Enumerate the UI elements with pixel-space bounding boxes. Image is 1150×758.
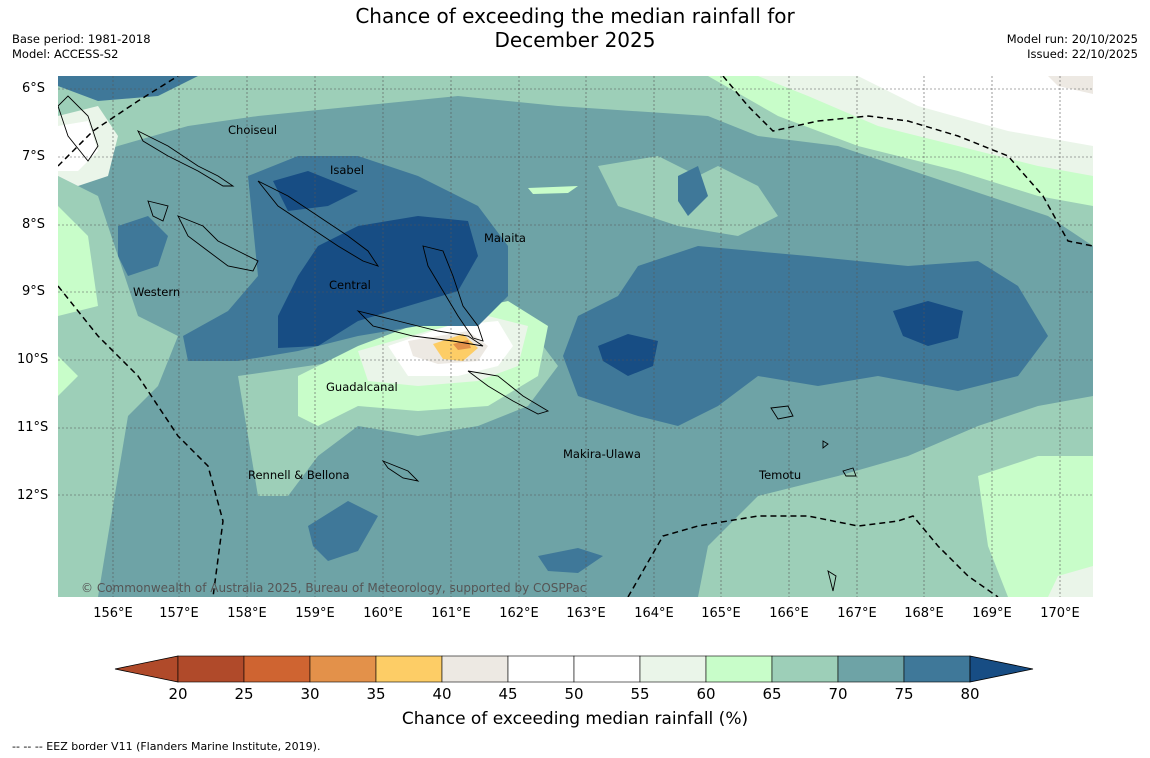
- colorbar-cells: [114, 655, 1034, 683]
- coastlines: [58, 95, 857, 592]
- colorbar-cell: [639, 655, 707, 683]
- region-label-western: Western: [133, 285, 180, 299]
- region-label-isabel: Isabel: [330, 163, 364, 177]
- colorbar-tick-label: 35: [366, 685, 386, 703]
- band-75-80: [58, 76, 1048, 573]
- colorbar-cell: [441, 655, 509, 683]
- region-label-malaita: Malaita: [484, 231, 526, 245]
- colorbar-tick-label: 75: [894, 685, 914, 703]
- colorbar-tick-label: 45: [498, 685, 518, 703]
- colorbar-tick-label: 60: [696, 685, 716, 703]
- lon-label-160e: 160°E: [363, 606, 403, 621]
- colorbar-tick-label: 80: [960, 685, 980, 703]
- lon-label-168e: 168°E: [904, 606, 944, 621]
- colorbar-tick-label: 65: [762, 685, 782, 703]
- eez-footnote: -- -- -- EEZ border V11 (Flanders Marine…: [12, 740, 321, 753]
- lat-label-6s: 6°S: [22, 81, 46, 96]
- region-label-guadalcanal: Guadalcanal: [326, 380, 398, 394]
- colorbar-cell: [771, 655, 839, 683]
- region-label-choiseul: Choiseul: [228, 123, 277, 137]
- colorbar-cell: [243, 655, 311, 683]
- colorbar-cell: [177, 655, 245, 683]
- region-label-makira-ulawa: Makira-Ulawa: [563, 447, 641, 461]
- meta-right: Model run: 20/10/2025 Issued: 22/10/2025: [1007, 32, 1138, 62]
- model-name: Model: ACCESS-S2: [12, 47, 119, 61]
- lon-label-169e: 169°E: [972, 606, 1012, 621]
- colorbar-cell: [309, 655, 377, 683]
- colorbar-cell: [375, 655, 443, 683]
- lon-label-161e: 161°E: [431, 606, 471, 621]
- issued-date: Issued: 22/10/2025: [1027, 47, 1138, 61]
- lat-label-10s: 10°S: [17, 352, 49, 367]
- region-label-central: Central: [329, 278, 371, 292]
- colorbar-tick-label: 20: [168, 685, 188, 703]
- lon-label-162e: 162°E: [499, 606, 539, 621]
- colorbar-tick-label: 55: [630, 685, 650, 703]
- colorbar-cell: [903, 655, 971, 683]
- lon-label-164e: 164°E: [634, 606, 674, 621]
- band-30-35: [453, 340, 471, 350]
- lon-label-157e: 157°E: [159, 606, 199, 621]
- lat-label-11s: 11°S: [17, 420, 49, 435]
- copyright-notice: © Commonwealth of Australia 2025, Bureau…: [81, 581, 586, 595]
- lon-label-156e: 156°E: [93, 606, 133, 621]
- lat-label-9s: 9°S: [22, 284, 46, 299]
- region-label-temotu: Temotu: [758, 468, 801, 482]
- lon-label-158e: 158°E: [227, 606, 267, 621]
- band-above-80: [273, 171, 963, 376]
- rainfall-map[interactable]: Choiseul Isabel Malaita Western Central …: [58, 76, 1093, 597]
- colorbar-extend-high: [969, 655, 1034, 683]
- lon-label-167e: 167°E: [837, 606, 877, 621]
- lat-label-8s: 8°S: [22, 217, 46, 232]
- graticule: [58, 76, 1093, 597]
- colorbar-tick-label: 40: [432, 685, 452, 703]
- meta-left: Base period: 1981-2018 Model: ACCESS-S2: [12, 32, 151, 62]
- lon-label-159e: 159°E: [295, 606, 335, 621]
- colorbar-tick-label: 25: [234, 685, 254, 703]
- lat-label-12s: 12°S: [17, 488, 49, 503]
- colorbar-tick-label: 50: [564, 685, 584, 703]
- colorbar: [114, 655, 1034, 683]
- lon-label-166e: 166°E: [769, 606, 809, 621]
- map-title: Chance of exceeding the median rainfall …: [0, 4, 1150, 52]
- model-run: Model run: 20/10/2025: [1006, 32, 1138, 46]
- lon-label-165e: 165°E: [701, 606, 741, 621]
- colorbar-tick-label: 70: [828, 685, 848, 703]
- colorbar-tick-label: 30: [300, 685, 320, 703]
- colorbar-cell: [573, 655, 641, 683]
- lon-label-170e: 170°E: [1040, 606, 1080, 621]
- lat-label-7s: 7°S: [22, 149, 46, 164]
- colorbar-cell: [507, 655, 575, 683]
- colorbar-cell: [837, 655, 905, 683]
- colorbar-title: Chance of exceeding median rainfall (%): [401, 709, 749, 729]
- title-line-1: Chance of exceeding the median rainfall …: [355, 4, 795, 28]
- base-period: Base period: 1981-2018: [12, 32, 151, 46]
- region-label-rennell-bellona: Rennell & Bellona: [248, 468, 350, 482]
- lon-label-163e: 163°E: [566, 606, 606, 621]
- eez-border: [58, 76, 1093, 597]
- title-line-2: December 2025: [494, 28, 656, 52]
- colorbar-extend-low: [114, 655, 179, 683]
- colorbar-cell: [705, 655, 773, 683]
